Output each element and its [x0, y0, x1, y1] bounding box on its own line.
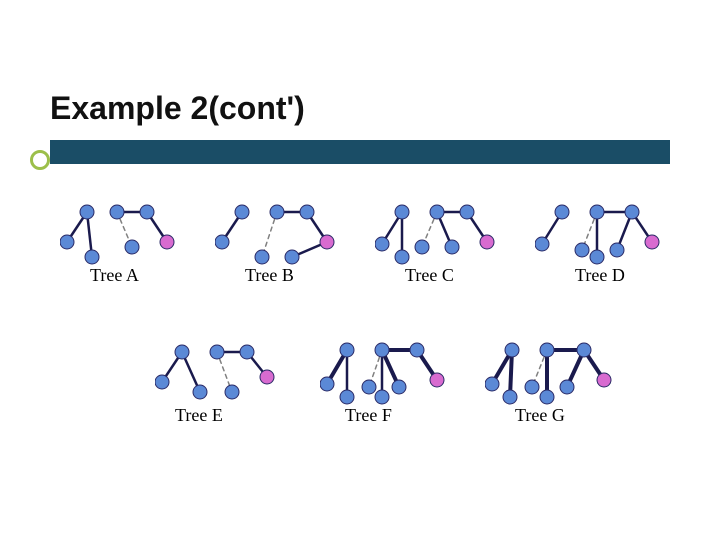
tree-node	[270, 205, 284, 219]
tree-node	[85, 250, 99, 264]
tree-node	[575, 243, 589, 257]
title-rule	[50, 140, 670, 164]
tree-node	[260, 370, 274, 384]
tree-node	[540, 343, 554, 357]
tree-node	[240, 345, 254, 359]
tree-node	[80, 205, 94, 219]
tree-node	[540, 390, 554, 404]
tree-node	[415, 240, 429, 254]
tree-node	[362, 380, 376, 394]
tree-e-label: Tree E	[175, 405, 223, 426]
tree-node	[140, 205, 154, 219]
tree-node	[555, 205, 569, 219]
tree-a	[60, 195, 200, 267]
tree-node	[445, 240, 459, 254]
tree-node	[160, 235, 174, 249]
tree-node	[590, 205, 604, 219]
tree-node	[320, 377, 334, 391]
tree-node	[395, 250, 409, 264]
tree-node	[255, 250, 269, 264]
tree-node	[392, 380, 406, 394]
tree-b-label: Tree B	[245, 265, 294, 286]
tree-node	[460, 205, 474, 219]
tree-node	[155, 375, 169, 389]
tree-d-label: Tree D	[575, 265, 625, 286]
tree-node	[210, 345, 224, 359]
tree-node	[375, 343, 389, 357]
tree-node	[110, 205, 124, 219]
tree-node	[535, 237, 549, 251]
tree-d	[535, 195, 675, 267]
tree-node	[597, 373, 611, 387]
tree-node	[577, 343, 591, 357]
tree-g	[485, 335, 625, 407]
tree-node	[395, 205, 409, 219]
tree-node	[645, 235, 659, 249]
tree-a-label: Tree A	[90, 265, 139, 286]
tree-node	[60, 235, 74, 249]
tree-node	[215, 235, 229, 249]
tree-node	[193, 385, 207, 399]
tree-b	[215, 195, 355, 267]
tree-node	[560, 380, 574, 394]
bullet-ring-icon	[30, 150, 50, 170]
tree-c	[375, 195, 515, 267]
tree-node	[430, 373, 444, 387]
tree-node	[590, 250, 604, 264]
tree-e	[155, 335, 295, 407]
tree-f	[320, 335, 460, 407]
tree-node	[285, 250, 299, 264]
tree-node	[430, 205, 444, 219]
tree-node	[610, 243, 624, 257]
tree-node	[235, 205, 249, 219]
tree-c-label: Tree C	[405, 265, 454, 286]
tree-node	[375, 390, 389, 404]
tree-node	[485, 377, 499, 391]
tree-node	[125, 240, 139, 254]
tree-node	[525, 380, 539, 394]
tree-node	[480, 235, 494, 249]
tree-node	[410, 343, 424, 357]
tree-node	[340, 390, 354, 404]
tree-g-label: Tree G	[515, 405, 565, 426]
tree-f-label: Tree F	[345, 405, 392, 426]
tree-node	[320, 235, 334, 249]
tree-node	[625, 205, 639, 219]
tree-node	[340, 343, 354, 357]
tree-node	[503, 390, 517, 404]
tree-node	[225, 385, 239, 399]
tree-node	[505, 343, 519, 357]
tree-node	[300, 205, 314, 219]
tree-node	[175, 345, 189, 359]
tree-node	[375, 237, 389, 251]
slide-title: Example 2(cont')	[50, 90, 305, 127]
